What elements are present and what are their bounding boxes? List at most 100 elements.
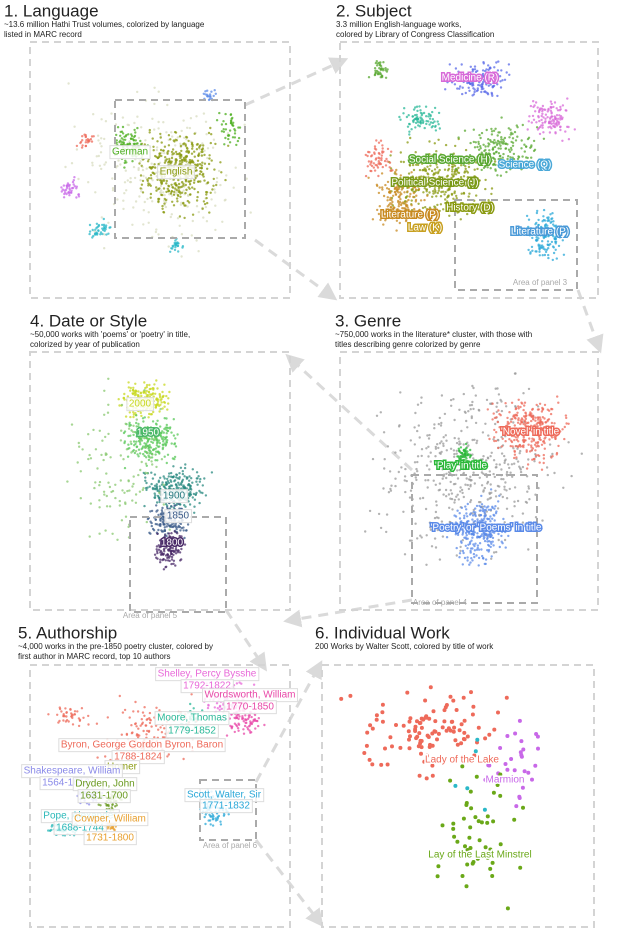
dot	[175, 527, 178, 531]
dot	[451, 155, 454, 158]
dot	[472, 407, 475, 411]
dot	[132, 440, 136, 443]
dot	[407, 198, 410, 202]
dot	[103, 389, 106, 392]
dot	[211, 824, 215, 827]
dot	[533, 457, 536, 461]
dot	[206, 93, 209, 97]
dot	[192, 707, 195, 710]
dot	[129, 386, 132, 390]
dot	[420, 162, 424, 165]
dot	[165, 426, 169, 429]
dot	[93, 486, 96, 490]
dot	[527, 421, 530, 424]
dot	[501, 437, 504, 440]
dot	[467, 162, 470, 165]
dot	[536, 416, 540, 419]
dot	[191, 213, 195, 216]
dot	[441, 182, 444, 186]
dot	[201, 142, 204, 145]
dot	[466, 556, 469, 559]
dot	[465, 446, 468, 450]
dot	[120, 137, 124, 140]
dot	[503, 78, 507, 82]
dot	[408, 163, 411, 166]
dot	[75, 148, 79, 151]
dot	[167, 149, 170, 153]
dot	[205, 193, 208, 196]
dot	[89, 502, 93, 505]
dot	[159, 549, 162, 553]
dot	[214, 142, 217, 146]
dot	[408, 122, 411, 126]
dot	[437, 446, 440, 450]
dot	[525, 414, 528, 417]
dot	[505, 170, 508, 174]
dot	[433, 106, 437, 110]
dot	[465, 512, 468, 515]
dot	[110, 112, 113, 115]
dot	[472, 457, 475, 460]
dot	[412, 108, 416, 111]
dot	[410, 128, 413, 131]
dot	[438, 127, 441, 130]
dot	[442, 190, 445, 193]
dot	[103, 247, 106, 250]
dot	[104, 529, 107, 532]
dot	[434, 171, 438, 174]
dot	[435, 500, 438, 503]
dot	[179, 156, 182, 160]
dot	[497, 446, 500, 450]
dot	[148, 485, 151, 488]
dot	[461, 533, 464, 536]
dot	[224, 122, 228, 126]
dot	[250, 722, 254, 726]
dot	[425, 464, 429, 467]
dot	[364, 530, 367, 533]
dot	[410, 180, 413, 183]
dot	[195, 199, 199, 202]
dot	[504, 142, 508, 145]
dot	[469, 65, 472, 69]
dot	[157, 200, 160, 204]
dot	[439, 179, 442, 182]
dot	[422, 177, 426, 181]
dot	[412, 186, 415, 189]
dot	[429, 121, 433, 124]
dot	[418, 436, 421, 439]
dot	[133, 394, 137, 397]
dot	[210, 133, 213, 136]
dot	[204, 120, 208, 124]
dot	[420, 396, 423, 399]
dot	[463, 410, 467, 413]
dot	[443, 193, 446, 196]
dot	[500, 445, 504, 448]
dot	[549, 213, 552, 216]
dot	[389, 191, 392, 195]
dot	[161, 481, 164, 484]
dot	[411, 175, 414, 178]
dot	[374, 158, 377, 161]
dot	[425, 534, 428, 537]
dot	[386, 180, 390, 184]
dot	[142, 420, 145, 423]
dot	[421, 206, 425, 210]
dot	[387, 208, 390, 212]
dot	[416, 429, 419, 433]
dot	[541, 240, 544, 243]
dot	[408, 133, 411, 136]
dot	[427, 176, 430, 179]
dot	[505, 507, 509, 510]
dot	[205, 220, 209, 223]
dot	[490, 557, 493, 560]
dot	[154, 166, 157, 169]
dot	[382, 150, 385, 153]
dot	[491, 536, 495, 540]
dot	[486, 498, 489, 501]
dot	[163, 485, 166, 489]
dot	[553, 101, 557, 104]
dot	[115, 804, 119, 807]
dot	[382, 194, 386, 198]
dot	[459, 549, 462, 553]
dot	[434, 510, 438, 514]
